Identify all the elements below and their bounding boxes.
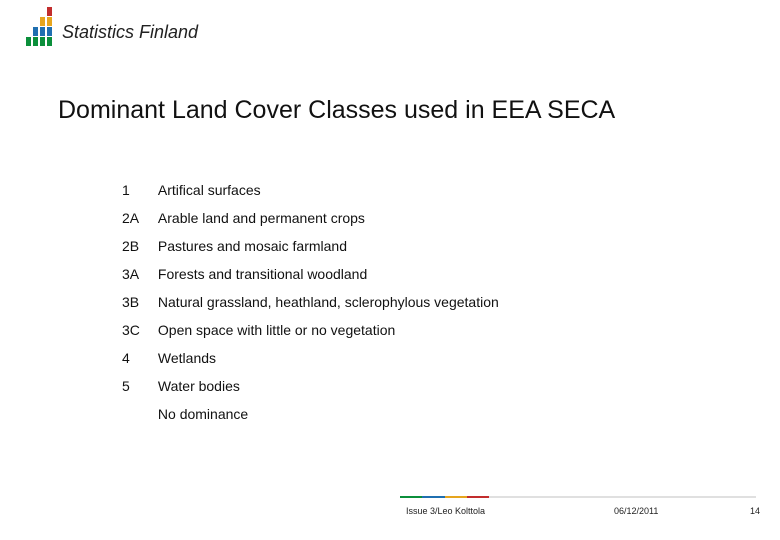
row-code: 2A xyxy=(118,204,154,232)
footer-page: 14 xyxy=(750,506,760,516)
footer-date: 06/12/2011 xyxy=(614,506,658,516)
row-label: Pastures and mosaic farmland xyxy=(154,232,513,260)
row-label: Arable land and permanent crops xyxy=(154,204,513,232)
table-row: 3BNatural grassland, heathland, scleroph… xyxy=(118,288,513,316)
logo-text: Statistics Finland xyxy=(62,22,198,43)
row-code: 4 xyxy=(118,344,154,372)
row-label: Artifical surfaces xyxy=(154,176,513,204)
table-row: 3AForests and transitional woodland xyxy=(118,260,513,288)
footer-source: Issue 3/Leo Kolttola xyxy=(406,506,485,516)
row-code: 1 xyxy=(118,176,154,204)
logo-bars-icon xyxy=(26,18,52,46)
logo: Statistics Finland xyxy=(26,18,198,46)
table-row: 2AArable land and permanent crops xyxy=(118,204,513,232)
row-code xyxy=(118,400,154,428)
row-label: Open space with little or no vegetation xyxy=(154,316,513,344)
row-code: 2B xyxy=(118,232,154,260)
table-row: 3COpen space with little or no vegetatio… xyxy=(118,316,513,344)
table-row: 5Water bodies xyxy=(118,372,513,400)
footer-accent-bar xyxy=(400,496,756,498)
row-label: Water bodies xyxy=(154,372,513,400)
footer: Issue 3/Leo Kolttola 06/12/2011 14 xyxy=(0,506,780,526)
row-code: 5 xyxy=(118,372,154,400)
land-cover-table: 1Artifical surfaces2AArable land and per… xyxy=(118,176,513,428)
row-label: Forests and transitional woodland xyxy=(154,260,513,288)
row-label: No dominance xyxy=(154,400,513,428)
table-row: 2BPastures and mosaic farmland xyxy=(118,232,513,260)
table-row: 4Wetlands xyxy=(118,344,513,372)
table-row: No dominance xyxy=(118,400,513,428)
row-code: 3C xyxy=(118,316,154,344)
row-label: Natural grassland, heathland, sclerophyl… xyxy=(154,288,513,316)
row-code: 3B xyxy=(118,288,154,316)
table-row: 1Artifical surfaces xyxy=(118,176,513,204)
row-code: 3A xyxy=(118,260,154,288)
page-title: Dominant Land Cover Classes used in EEA … xyxy=(58,96,615,125)
row-label: Wetlands xyxy=(154,344,513,372)
